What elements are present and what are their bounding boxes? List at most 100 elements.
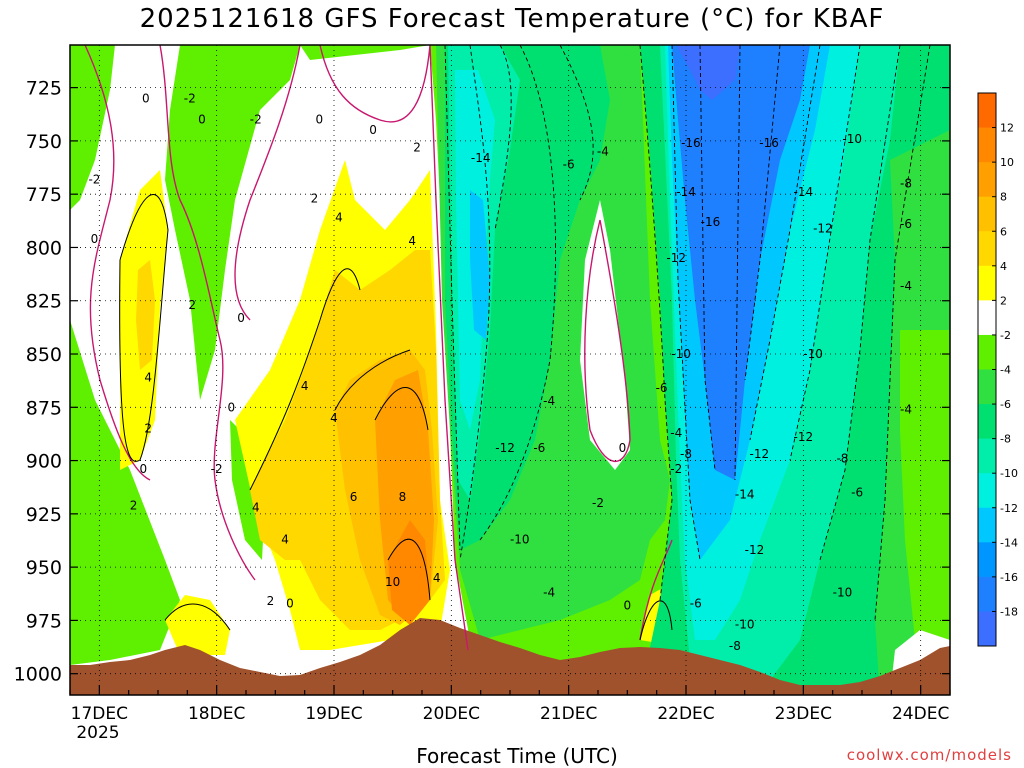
contour-label: 4	[408, 234, 416, 248]
colorbar-tick-label: -16	[1000, 571, 1018, 584]
colorbar-segment	[978, 507, 996, 543]
source-credit: coolwx.com/models	[846, 746, 1012, 764]
x-tick-label: 23DEC	[775, 704, 832, 724]
contour-label: -14	[735, 488, 755, 502]
contour-label: 2	[130, 498, 138, 512]
contour-label: 4	[330, 411, 338, 425]
contour-label: -10	[510, 532, 530, 546]
contour-label: -2	[592, 496, 604, 510]
contour-label: 0	[619, 441, 627, 455]
colorbar-tick-label: 10	[1000, 156, 1014, 169]
contour-label: 0	[369, 123, 377, 137]
x-tick-label: 22DEC	[657, 704, 714, 724]
fill-band-minus18-right	[676, 45, 740, 100]
colorbar-tick-label: -18	[1000, 605, 1018, 618]
colorbar-segment	[978, 542, 996, 578]
contour-label: -16	[759, 136, 779, 150]
contour-lines	[84, 45, 931, 651]
contour-label: -6	[690, 596, 702, 610]
contour-label: -10	[833, 586, 853, 600]
y-tick-label: 725	[26, 78, 62, 100]
fill-band-left-green	[70, 45, 115, 210]
contour-label: 0	[198, 113, 206, 127]
colorbar-tick-label: -4	[1000, 364, 1011, 377]
y-tick-label: 1000	[14, 664, 62, 686]
contour-label: 0	[237, 311, 245, 325]
contour-label: 4	[144, 370, 152, 384]
contour-label: -2	[88, 172, 100, 186]
y-tick-label: 975	[26, 610, 62, 632]
y-tick-label: 800	[26, 237, 62, 259]
y-tick-label: 825	[26, 291, 62, 313]
colorbar-segment	[978, 369, 996, 405]
contour-label: -4	[670, 426, 682, 440]
fill-band-lightgreen-right	[900, 330, 950, 640]
y-tick-label: 875	[26, 397, 62, 419]
contour-label: -6	[900, 217, 912, 231]
contour-label: -6	[851, 486, 863, 500]
contour-label: -4	[597, 145, 609, 159]
colorbar-tick-label: -8	[1000, 433, 1011, 446]
contour-label: -14	[676, 185, 696, 199]
colorbar-segment	[978, 196, 996, 232]
contour-label: -14	[471, 151, 491, 165]
contour-label: 4	[433, 571, 441, 585]
contour-label: 4	[281, 532, 289, 546]
contour-label: 0	[286, 596, 294, 610]
fill-band-mid-green	[165, 45, 300, 400]
colorbar-tick-label: 12	[1000, 122, 1014, 135]
contour-label: -14	[794, 185, 814, 199]
y-tick-label: 950	[26, 557, 62, 579]
fill-band-4-6-left	[136, 260, 155, 370]
contour-label: -4	[900, 279, 912, 293]
contour-label: -2	[250, 113, 262, 127]
contour-label: -4	[543, 394, 555, 408]
contour-label: 4	[252, 500, 260, 514]
colorbar-segment	[978, 438, 996, 474]
fill-band-10-12	[388, 520, 430, 625]
contour-label: -6	[656, 381, 668, 395]
y-tick-label: 900	[26, 451, 62, 473]
contour-label: 4	[301, 379, 309, 393]
contour-label: 0	[228, 400, 236, 414]
x-axis: 17DEC 18DEC 19DEC 20DEC 21DEC 22DEC 23DEC 24DEC	[69, 685, 951, 724]
contour-label: 0	[624, 598, 632, 612]
colorbar-segment	[978, 473, 996, 509]
colorbar-tick-label: 4	[1000, 260, 1007, 273]
contour-label: -12	[750, 447, 770, 461]
colorbar-segment	[978, 231, 996, 267]
colorbar-segment	[978, 93, 996, 129]
colorbar: 12 10 8 6 4 2 -2 -4 -6 -8 -10 -12 -14 -16 -18	[977, 92, 1018, 647]
contour-label: 2	[144, 422, 152, 436]
colorbar-tick-label: -10	[1000, 467, 1018, 480]
fill-band-left-green-low	[70, 320, 180, 665]
contour-label: -8	[836, 451, 848, 465]
y-tick-label: 925	[26, 504, 62, 526]
dashed-contours	[444, 45, 931, 621]
contour-label: -2	[184, 91, 196, 105]
colorbar-tick-label: 6	[1000, 225, 1007, 238]
x-tick-label: 18DEC	[188, 704, 245, 724]
colorbar-tick-label: 2	[1000, 294, 1007, 307]
x-tick-label: 21DEC	[540, 704, 597, 724]
contour-label: -12	[745, 543, 765, 557]
fill-band-2-4-bottom-left	[165, 595, 230, 655]
colorbar-tick-label: -2	[1000, 329, 1011, 342]
colorbar-segment	[978, 611, 996, 647]
colorbar-segment	[978, 265, 996, 301]
colorbar-segment	[978, 127, 996, 163]
terrain	[70, 618, 950, 695]
contour-label: -12	[813, 221, 833, 235]
colorbar-tick-label: -14	[1000, 536, 1018, 549]
y-tick-label: 750	[26, 131, 62, 153]
contour-label: -2	[670, 462, 682, 476]
contour-label: 10	[385, 575, 400, 589]
contour-label: -8	[900, 177, 912, 191]
contour-label: 0	[316, 113, 324, 127]
colorbar-tick-label: -6	[1000, 398, 1011, 411]
colorbar-tick-label: -12	[1000, 502, 1018, 515]
fill-band-minus14	[470, 190, 490, 340]
